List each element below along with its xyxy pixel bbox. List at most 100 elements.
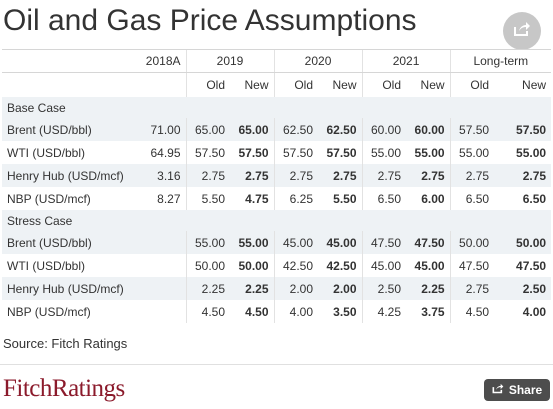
new-value-cell: 47.50 bbox=[516, 258, 547, 273]
source-note: Source: Fitch Ratings bbox=[3, 336, 128, 351]
row-label: WTI (USD/bbl) bbox=[7, 145, 85, 160]
row-label: NBP (USD/mcf) bbox=[7, 191, 91, 206]
year-header: 2019 bbox=[185, 49, 275, 73]
old-value-cell: 2.75 bbox=[449, 277, 495, 300]
year-header: 2018A bbox=[132, 49, 186, 73]
new-value-cell: 2.75 bbox=[406, 164, 451, 187]
old-value-cell: 55.00 bbox=[185, 231, 230, 254]
page-title: Oil and Gas Price Assumptions bbox=[3, 4, 417, 37]
section-title: Base Case bbox=[2, 97, 552, 118]
new-value-cell: 62.50 bbox=[318, 118, 363, 141]
actual-value-cell bbox=[132, 277, 186, 300]
header-row-old-new: Old New Old New Old New Old New bbox=[2, 72, 551, 98]
row-label: Brent (USD/bbl) bbox=[2, 231, 132, 254]
new-value-cell: 50.00 bbox=[494, 231, 552, 254]
old-value-cell: 4.50 bbox=[449, 300, 495, 323]
old-header: Old bbox=[185, 72, 230, 97]
actual-value-cell bbox=[132, 254, 186, 277]
old-value-cell: 6.50 bbox=[449, 187, 495, 210]
row-label: WTI (USD/bbl) bbox=[7, 258, 85, 273]
old-value-cell: 45.00 bbox=[273, 231, 319, 254]
new-value-cell: 2.75 bbox=[318, 164, 363, 187]
old-value-cell: 57.50 bbox=[273, 141, 319, 164]
old-value-cell: 2.50 bbox=[361, 277, 407, 300]
row-label: NBP (USD/mcf) bbox=[7, 304, 91, 319]
new-value-cell: 4.75 bbox=[245, 191, 269, 206]
new-value-cell: 4.50 bbox=[245, 304, 269, 319]
new-header: New bbox=[244, 78, 269, 92]
share-circle-button[interactable] bbox=[503, 12, 541, 50]
old-value-cell: 4.00 bbox=[273, 300, 319, 323]
row-label: Brent (USD/bbl) bbox=[2, 118, 132, 141]
old-value-cell: 55.00 bbox=[361, 141, 407, 164]
old-value-cell: 2.75 bbox=[273, 164, 319, 187]
new-value-cell: 2.25 bbox=[230, 277, 275, 300]
new-value-cell: 3.50 bbox=[333, 304, 357, 319]
header-empty-cell bbox=[2, 49, 132, 73]
new-header: New bbox=[522, 78, 547, 92]
section-row: Base Case bbox=[2, 97, 552, 118]
share-button[interactable]: Share bbox=[484, 379, 550, 401]
new-value-cell: 47.50 bbox=[406, 231, 451, 254]
new-value-cell: 57.50 bbox=[326, 145, 357, 160]
old-value-cell: 62.50 bbox=[273, 118, 319, 141]
old-value-cell: 47.50 bbox=[449, 254, 495, 277]
share-button-label: Share bbox=[508, 383, 543, 397]
new-header: New bbox=[332, 78, 357, 92]
new-value-cell: 2.75 bbox=[230, 164, 275, 187]
table-row: WTI (USD/bbl) 64.95 57.50 57.50 57.50 57.50 55… bbox=[2, 141, 551, 164]
new-value-cell: 6.00 bbox=[421, 191, 445, 206]
old-value-cell: 57.50 bbox=[185, 141, 230, 164]
old-value-cell: 60.00 bbox=[361, 118, 407, 141]
new-value-cell: 2.00 bbox=[318, 277, 363, 300]
old-value-cell: 2.75 bbox=[449, 164, 495, 187]
new-value-cell: 57.50 bbox=[494, 118, 552, 141]
new-value-cell: 60.00 bbox=[406, 118, 451, 141]
old-header: Old bbox=[449, 72, 495, 97]
actual-value-cell bbox=[132, 231, 186, 254]
new-value-cell: 2.25 bbox=[406, 277, 451, 300]
new-value-cell: 45.00 bbox=[318, 231, 363, 254]
table-row: Henry Hub (USD/mcf) 2.25 2.25 2.00 2.00 2.50 2… bbox=[2, 277, 552, 300]
old-header: Old bbox=[361, 72, 407, 97]
price-table: 2018A 2019 2020 2021 Long-term Old New Old New Ol… bbox=[2, 49, 552, 323]
old-value-cell: 55.00 bbox=[449, 141, 495, 164]
new-value-cell: 4.00 bbox=[522, 304, 547, 319]
table-row: Henry Hub (USD/mcf) 3.16 2.75 2.75 2.75 2.75 2… bbox=[2, 164, 552, 187]
old-value-cell: 4.25 bbox=[361, 300, 407, 323]
new-value-cell: 5.50 bbox=[333, 191, 357, 206]
section-title: Stress Case bbox=[2, 210, 552, 231]
new-value-cell: 2.75 bbox=[494, 164, 552, 187]
table-row: Brent (USD/bbl) 55.00 55.00 45.00 45.00 47.50… bbox=[2, 231, 552, 254]
table-row: NBP (USD/mcf) 4.50 4.50 4.00 3.50 4.25 3.75 4.5… bbox=[2, 300, 551, 323]
new-value-cell: 57.50 bbox=[238, 145, 269, 160]
header-row-years: 2018A 2019 2020 2021 Long-term bbox=[2, 49, 552, 73]
old-value-cell: 2.00 bbox=[273, 277, 319, 300]
actual-value-cell: 64.95 bbox=[150, 145, 181, 160]
table-row: NBP (USD/mcf) 8.27 5.50 4.75 6.25 5.50 6.50 6.0… bbox=[2, 187, 551, 210]
old-header: Old bbox=[273, 72, 319, 97]
new-value-cell: 3.75 bbox=[421, 304, 445, 319]
new-value-cell: 50.00 bbox=[238, 258, 269, 273]
year-header: 2020 bbox=[273, 49, 363, 73]
share-arrow-icon bbox=[492, 383, 504, 397]
actual-value-cell: 3.16 bbox=[132, 164, 186, 187]
old-value-cell: 5.50 bbox=[185, 187, 230, 210]
actual-value-cell: 71.00 bbox=[132, 118, 186, 141]
new-value-cell: 55.00 bbox=[414, 145, 445, 160]
row-label: Henry Hub (USD/mcf) bbox=[2, 164, 132, 187]
old-value-cell: 57.50 bbox=[449, 118, 495, 141]
old-value-cell: 4.50 bbox=[185, 300, 230, 323]
table-row: Brent (USD/bbl) 71.00 65.00 65.00 62.50 62.50… bbox=[2, 118, 552, 141]
header-empty-cell bbox=[2, 73, 132, 98]
old-value-cell: 6.25 bbox=[273, 187, 319, 210]
header-empty-cell bbox=[132, 73, 186, 98]
section-row: Stress Case bbox=[2, 210, 552, 231]
old-value-cell: 6.50 bbox=[361, 187, 407, 210]
new-value-cell: 55.00 bbox=[230, 231, 275, 254]
old-value-cell: 50.00 bbox=[449, 231, 495, 254]
row-label: Henry Hub (USD/mcf) bbox=[2, 277, 132, 300]
share-arrow-icon bbox=[513, 21, 531, 42]
old-value-cell: 2.75 bbox=[361, 164, 407, 187]
new-value-cell: 55.00 bbox=[516, 145, 547, 160]
